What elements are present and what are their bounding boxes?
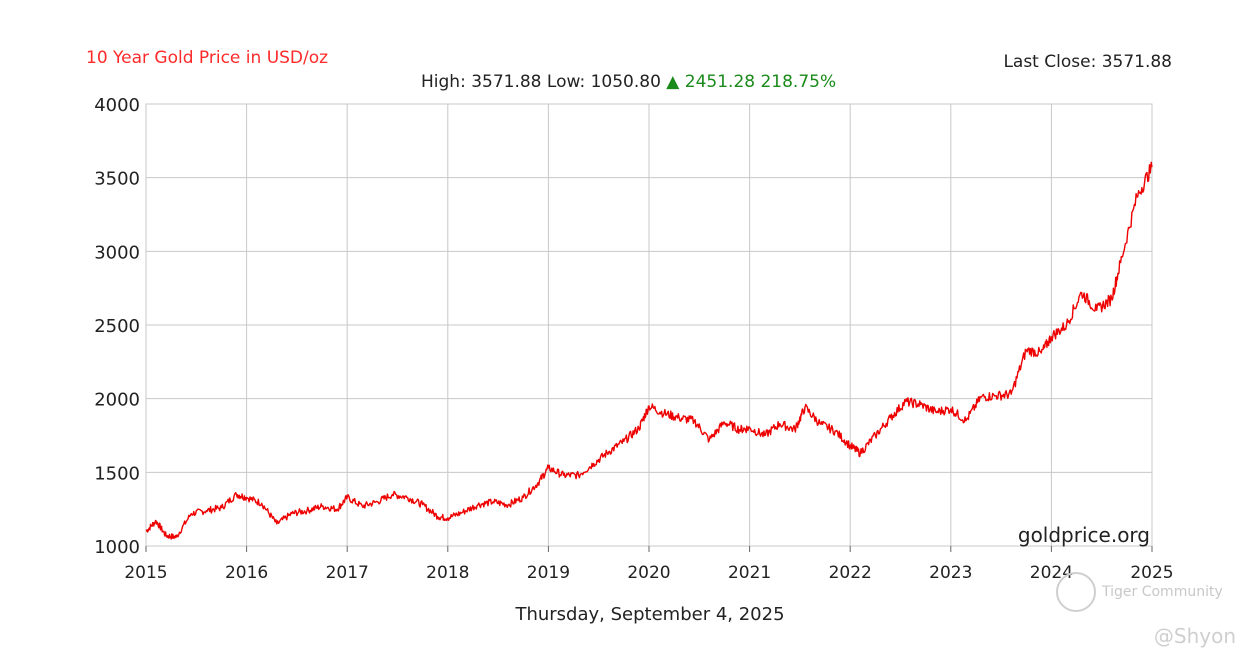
- high-low-text: High: 3571.88 Low: 1050.80: [421, 72, 661, 92]
- chart-date: Thursday, September 4, 2025: [515, 604, 785, 625]
- chart-title: 10 Year Gold Price in USD/oz: [86, 48, 329, 68]
- x-tick-label: 2023: [929, 563, 972, 583]
- chart-grid: [145, 103, 1153, 552]
- x-tick-label: 2021: [728, 563, 771, 583]
- gold-price-line: [145, 161, 1153, 540]
- x-tick-label: 2017: [326, 563, 369, 583]
- watermark-handle: @Shyon: [1153, 624, 1236, 648]
- chart-credit: goldprice.org: [1018, 523, 1150, 547]
- x-tick-label: 2025: [1130, 563, 1173, 583]
- y-tick-label: 3500: [94, 169, 140, 190]
- x-tick-label: 2020: [627, 563, 670, 583]
- y-tick-label: 1500: [94, 463, 140, 484]
- y-tick-label: 4000: [94, 95, 140, 116]
- tiger-logo-icon: [1056, 572, 1096, 612]
- high-low-stats: High: 3571.88 Low: 1050.80 ▲ 2451.28 218…: [421, 72, 836, 92]
- x-tick-label: 2022: [829, 563, 872, 583]
- x-tick-label: 2018: [426, 563, 469, 583]
- price-change-text: ▲ 2451.28 218.75%: [666, 72, 837, 92]
- y-tick-label: 2500: [94, 316, 140, 337]
- last-close-label: Last Close: 3571.88: [1003, 52, 1172, 72]
- y-tick-label: 2000: [94, 390, 140, 411]
- x-tick-label: 2016: [225, 563, 268, 583]
- y-tick-label: 3000: [94, 242, 140, 263]
- x-axis-ticks: 2015 2016 2017 2018 2019 2020 2021 2022 2023 2024…: [124, 563, 1173, 583]
- x-tick-label: 2015: [124, 563, 167, 583]
- y-tick-label: 1000: [94, 537, 140, 558]
- watermark: Tiger Community: [1056, 572, 1223, 612]
- series-line: [145, 161, 1153, 540]
- x-tick-label: 2019: [527, 563, 570, 583]
- watermark-brand: Tiger Community: [1102, 584, 1223, 600]
- y-axis-ticks: 1000 1500 2000 2500 3000 3500 4000: [94, 95, 140, 558]
